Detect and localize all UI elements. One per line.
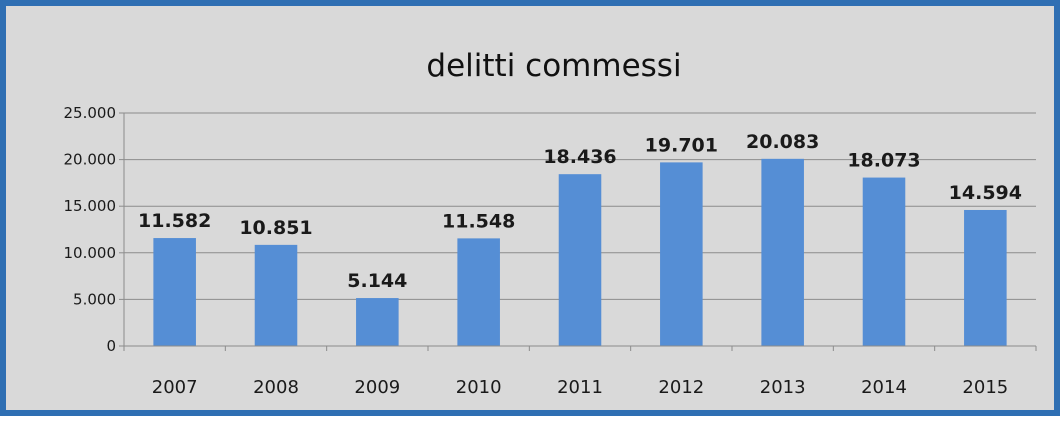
bar-chart: delitti commessi 0 5.000 10.000 15.000 20.00… (64, 48, 1037, 398)
data-label-2013: 20.083 (746, 131, 819, 153)
bar-2013 (761, 158, 804, 346)
data-label-2007: 11.582 (138, 210, 211, 232)
bar-2007 (153, 238, 196, 346)
x-tick-label-2011: 2011 (557, 377, 603, 398)
y-tick-label: 20.000 (64, 151, 117, 169)
data-label-2011: 18.436 (543, 146, 616, 168)
bars (153, 158, 1007, 346)
x-tick-label-2009: 2009 (354, 377, 400, 398)
data-label-2015: 14.594 (949, 182, 1022, 204)
chart-title: delitti commessi (426, 48, 681, 84)
y-tick-label: 10.000 (64, 244, 117, 262)
data-labels: 11.582 10.851 5.144 11.548 18.436 19.701 20.08… (138, 131, 1022, 292)
bar-2014 (862, 177, 906, 346)
y-tick-label: 15.000 (64, 197, 117, 215)
bar-2009 (356, 298, 399, 346)
x-tick-label-2007: 2007 (152, 377, 198, 398)
data-label-2009: 5.144 (347, 270, 407, 292)
bar-2012 (660, 162, 703, 346)
data-label-2008: 10.851 (239, 217, 312, 239)
y-axis-ticks: 0 5.000 10.000 15.000 20.000 25.000 (64, 104, 124, 355)
bar-2011 (558, 174, 602, 346)
x-tick-label-2012: 2012 (658, 377, 704, 398)
data-label-2012: 19.701 (645, 134, 718, 156)
x-axis-ticks: 2007 2008 2009 2010 2011 2012 2013 2014 2015 (123, 346, 1037, 398)
y-tick-label: 0 (106, 337, 116, 355)
data-label-2014: 18.073 (847, 150, 920, 172)
bar-2015 (964, 209, 1007, 346)
y-tick-label: 25.000 (64, 104, 117, 122)
bar-2008 (254, 244, 298, 346)
x-tick-label-2008: 2008 (253, 377, 299, 398)
y-tick-label: 5.000 (73, 290, 116, 308)
x-tick-label-2014: 2014 (861, 377, 907, 398)
x-tick-label-2010: 2010 (456, 377, 502, 398)
bar-2010 (457, 238, 500, 346)
x-tick-label-2013: 2013 (760, 377, 806, 398)
data-label-2010: 11.548 (442, 210, 515, 232)
x-tick-label-2015: 2015 (962, 377, 1008, 398)
x-axis (123, 113, 1036, 347)
